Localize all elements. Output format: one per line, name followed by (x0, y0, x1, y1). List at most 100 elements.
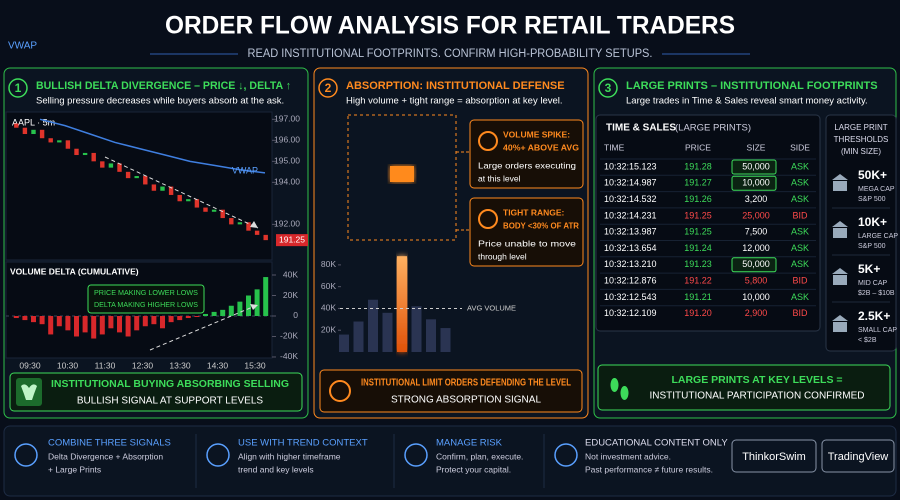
delta-title: VOLUME DELTA (CUMULATIVE) (10, 266, 139, 276)
candle (211, 209, 217, 212)
volume-bar (426, 319, 436, 352)
card-title: BODY <30% OF ATR (503, 220, 579, 230)
delta-bar (254, 289, 260, 316)
footer-text: Confirm, plan, execute. (436, 451, 523, 461)
corner-label: VWAP (8, 41, 37, 52)
candle (57, 140, 62, 143)
table-cell: ASK (791, 259, 809, 269)
table-cell: BID (792, 308, 808, 318)
y-tick-label: 80K (321, 259, 336, 269)
table-note: (LARGE PRINTS) (675, 123, 751, 134)
platform-button[interactable] (821, 439, 895, 473)
column-header: SIZE (747, 142, 766, 152)
arrow-head (250, 304, 258, 310)
y-tick-label: -20K (280, 331, 298, 341)
delta-bar (237, 301, 243, 316)
volume-bar (411, 306, 422, 352)
candle (82, 152, 88, 156)
candle (125, 171, 131, 179)
table-cell: 50,000 (742, 259, 770, 269)
delta-bar (220, 309, 226, 316)
platform-button-label[interactable]: TradingView (828, 451, 889, 463)
candle (65, 140, 71, 149)
x-tick-label: 10:30 (57, 360, 79, 370)
callout-title: INSTITUTIONAL BUYING ABSORBING SELLING (51, 378, 289, 390)
card-text: Price unable to move (478, 238, 576, 248)
candle (31, 129, 36, 135)
candle-zoom (347, 114, 457, 241)
candle (48, 138, 53, 143)
footer-title: COMBINE THREE SIGNALS (48, 438, 171, 449)
delta-bar (117, 315, 122, 333)
candle (91, 152, 96, 162)
delta-bar (31, 315, 36, 323)
y-tick-label: 0 (293, 310, 298, 320)
x-tick-label: 11:30 (95, 360, 116, 370)
platform-button-label[interactable]: ThinkorSwim (742, 451, 806, 463)
table-cell: 3,200 (745, 194, 768, 204)
bank-icon (832, 174, 848, 191)
table-cell: 10:32:14.231 (604, 210, 657, 220)
footer-title: EDUCATIONAL CONTENT ONLY (585, 438, 728, 449)
table-cell: 10:32:15.123 (604, 161, 657, 171)
card-icon (478, 131, 498, 151)
panel-title: BULLISH DELTA DIVERGENCE – PRICE ↓, DELT… (36, 80, 291, 92)
delta-bar (246, 295, 251, 316)
table-cell: 10:32:12.109 (604, 308, 657, 318)
threshold-size: 2.5K+ (858, 309, 890, 323)
delta-bar (151, 315, 157, 325)
y-tick-label: -40K (280, 351, 298, 361)
platform-button[interactable] (731, 439, 817, 473)
column-header: TIME (604, 142, 625, 152)
candle (143, 176, 148, 185)
threshold-size: 10K+ (858, 215, 887, 229)
candle (194, 199, 200, 208)
x-tick-label: 12:30 (132, 360, 154, 370)
y-tick-label: 40K (283, 269, 298, 279)
step-badge (598, 78, 618, 98)
card-title: VOLUME SPIKE: (503, 129, 570, 139)
volume-bar (368, 299, 378, 352)
table-cell: 191.25 (684, 210, 712, 220)
footer-text: Delta Divergence + Absorption (48, 451, 163, 461)
table-cell: 25,000 (742, 210, 770, 220)
table-cell: 10:32:13.987 (604, 227, 657, 237)
card-text: through level (478, 251, 527, 261)
x-tick-label: 15:30 (244, 360, 266, 370)
volume-bar (339, 334, 349, 352)
delta-bar (108, 315, 114, 329)
y-tick-label: 20K (321, 324, 336, 334)
y-tick-label: 40K (321, 303, 336, 313)
table-cell: 191.23 (684, 259, 712, 269)
volume-bar (440, 328, 451, 352)
candle-body (390, 166, 414, 182)
column-header: SIDE (790, 142, 810, 152)
table-cell: 12,000 (742, 243, 770, 253)
delta-bar (74, 315, 79, 337)
panel-subtitle: High volume + tight range = absorption a… (346, 96, 563, 107)
callout-title: LARGE PRINTS AT KEY LEVELS = (671, 374, 842, 386)
table-cell: 191.26 (684, 194, 712, 204)
column-header: PRICE (685, 142, 711, 152)
table-cell: ASK (791, 161, 809, 171)
table-cell: 10:32:12.543 (604, 292, 657, 302)
footer-text: trend and key levels (238, 464, 314, 474)
table-cell: ASK (791, 194, 809, 204)
delta-bar (160, 315, 165, 329)
table-cell: 10,000 (742, 178, 770, 188)
x-tick-label: 14:30 (207, 360, 229, 370)
y-tick-label: 195.00 (274, 156, 300, 166)
threshold-label: MEGA CAP (858, 186, 895, 193)
threshold-sub: S&P 500 (858, 243, 886, 250)
price-tag (276, 234, 308, 247)
callout-text: INSTITUTIONAL PARTICIPATION CONFIRMED (649, 391, 864, 402)
threshold-label: LARGE CAP (858, 233, 898, 240)
candle (100, 161, 105, 168)
avg-label: AVG VOLUME (467, 303, 516, 312)
delta-bar (194, 315, 200, 318)
step-badge (8, 78, 28, 98)
callout (319, 369, 583, 413)
x-tick-label: 09:30 (19, 360, 41, 370)
card-icon (478, 209, 498, 229)
